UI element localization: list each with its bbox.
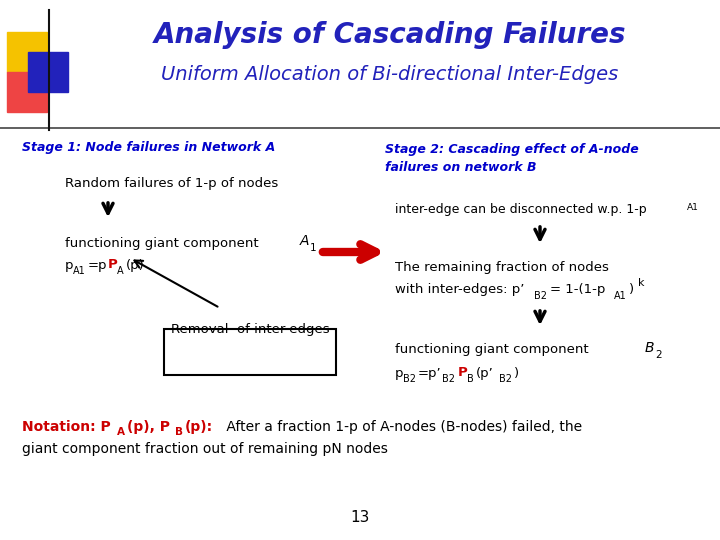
Text: functioning giant component: functioning giant component <box>65 237 263 249</box>
Text: ): ) <box>629 284 634 296</box>
Text: Stage 2: Cascading effect of A-node
failures on network B: Stage 2: Cascading effect of A-node fail… <box>385 143 639 174</box>
Text: giant component fraction out of remaining pN nodes: giant component fraction out of remainin… <box>22 442 388 456</box>
Bar <box>28 52 68 92</box>
Text: A1: A1 <box>73 266 86 276</box>
Text: B2: B2 <box>499 374 512 384</box>
Text: B: B <box>645 341 654 355</box>
Text: A: A <box>117 427 125 437</box>
Text: B: B <box>467 374 474 384</box>
Text: =p: =p <box>88 259 107 272</box>
Text: (p), P: (p), P <box>127 420 170 434</box>
Text: B: B <box>175 427 183 437</box>
Text: A: A <box>300 234 310 248</box>
Text: 1: 1 <box>310 243 317 253</box>
Text: The remaining fraction of nodes: The remaining fraction of nodes <box>395 261 609 274</box>
Text: =p’: =p’ <box>418 367 441 380</box>
Text: p: p <box>65 259 73 272</box>
Text: inter-edge can be disconnected w.p. 1-p: inter-edge can be disconnected w.p. 1-p <box>395 204 647 217</box>
Text: A1: A1 <box>687 202 699 212</box>
Bar <box>7 32 47 72</box>
Text: functioning giant component: functioning giant component <box>395 343 593 356</box>
Bar <box>7 72 47 112</box>
Text: (p): (p) <box>126 259 145 272</box>
Text: Removal  of inter-edges: Removal of inter-edges <box>171 323 329 336</box>
Text: P: P <box>108 259 118 272</box>
FancyBboxPatch shape <box>164 329 336 375</box>
Text: k: k <box>638 278 644 288</box>
Text: with inter-edges: p’: with inter-edges: p’ <box>395 284 524 296</box>
Text: Analysis of Cascading Failures: Analysis of Cascading Failures <box>154 21 626 49</box>
Text: P: P <box>458 367 468 380</box>
Text: 2: 2 <box>655 350 662 360</box>
Text: After a fraction 1-p of A-nodes (B-nodes) failed, the: After a fraction 1-p of A-nodes (B-nodes… <box>222 420 582 434</box>
Text: (p):: (p): <box>185 420 213 434</box>
Text: B2: B2 <box>403 374 416 384</box>
Text: B2: B2 <box>534 291 547 301</box>
Text: B2: B2 <box>442 374 455 384</box>
Text: A1: A1 <box>614 291 626 301</box>
Text: Stage 1: Node failures in Network A: Stage 1: Node failures in Network A <box>22 141 275 154</box>
Text: Random failures of 1-p of nodes: Random failures of 1-p of nodes <box>65 177 278 190</box>
Text: A: A <box>117 266 124 276</box>
Text: 13: 13 <box>351 510 369 525</box>
Text: ): ) <box>514 367 519 380</box>
Text: p: p <box>395 367 403 380</box>
Text: (p’: (p’ <box>476 367 494 380</box>
Text: Notation: P: Notation: P <box>22 420 111 434</box>
Text: Uniform Allocation of Bi-directional Inter-Edges: Uniform Allocation of Bi-directional Int… <box>161 65 618 84</box>
Text: = 1-(1-p: = 1-(1-p <box>550 284 606 296</box>
